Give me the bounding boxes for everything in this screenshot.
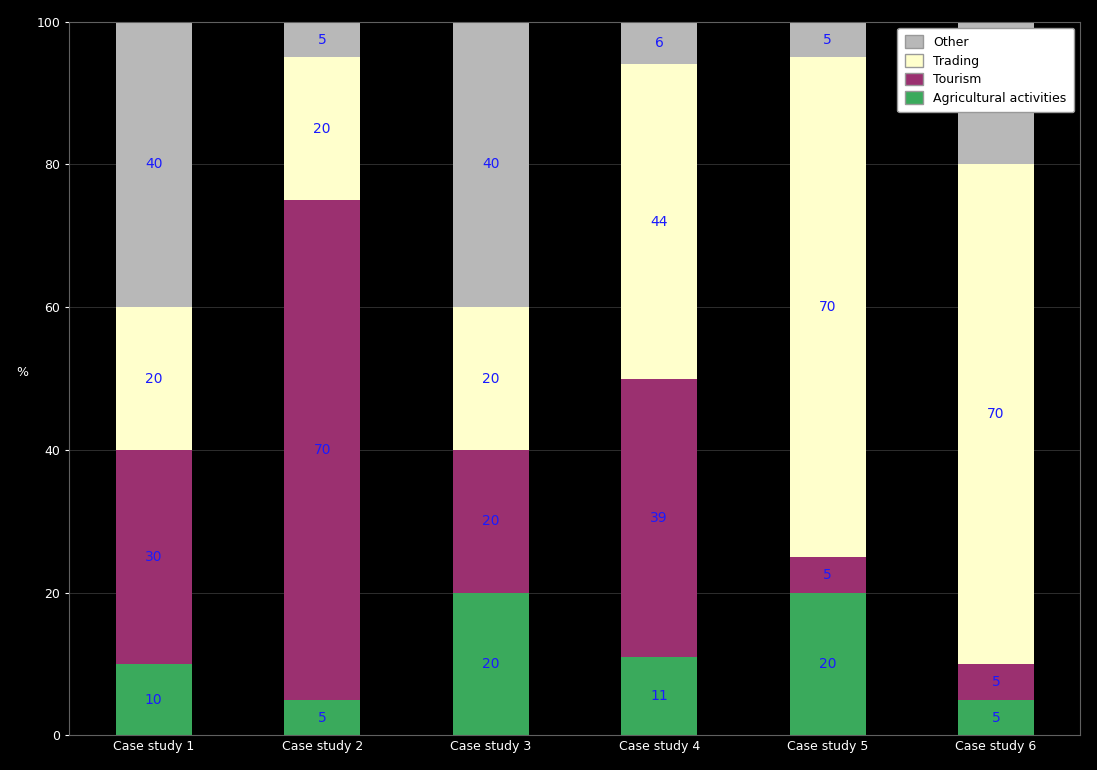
Bar [790,57,866,557]
Bar [116,307,192,450]
Bar [790,557,866,593]
Y-axis label: %: % [16,366,29,379]
Text: 39: 39 [651,511,668,525]
Text: 30: 30 [145,550,162,564]
Text: 5: 5 [823,567,832,582]
Text: 20: 20 [482,372,499,386]
Text: 40: 40 [145,157,162,172]
Text: 70: 70 [987,407,1005,421]
Text: 10: 10 [145,693,162,707]
Bar [453,22,529,307]
Text: 20: 20 [818,657,836,671]
Bar [958,165,1034,664]
Text: 20: 20 [145,372,162,386]
Text: 6: 6 [655,36,664,50]
Text: 20: 20 [314,122,331,136]
Bar [116,450,192,664]
Bar [116,22,192,307]
Bar [621,379,697,657]
Bar [958,700,1034,735]
Bar [958,22,1034,165]
Bar [284,57,360,200]
Text: 5: 5 [318,711,327,725]
Text: 5: 5 [992,675,1000,689]
Bar [958,664,1034,700]
Text: 44: 44 [651,215,668,229]
Bar [453,593,529,735]
Text: 70: 70 [818,300,836,314]
Bar [621,65,697,379]
Text: 5: 5 [992,711,1000,725]
Bar [621,22,697,65]
Legend: Other, Trading, Tourism, Agricultural activities: Other, Trading, Tourism, Agricultural ac… [897,28,1074,112]
Text: 5: 5 [318,32,327,46]
Text: 11: 11 [651,689,668,703]
Bar [453,450,529,593]
Bar [790,593,866,735]
Bar [116,664,192,735]
Text: 5: 5 [823,32,832,46]
Bar [453,307,529,450]
Bar [284,22,360,57]
Bar [284,200,360,700]
Bar [621,657,697,735]
Bar [790,22,866,57]
Text: 20: 20 [987,86,1005,100]
Text: 40: 40 [482,157,499,172]
Text: 20: 20 [482,514,499,528]
Text: 70: 70 [314,443,331,457]
Text: 20: 20 [482,657,499,671]
Bar [284,700,360,735]
